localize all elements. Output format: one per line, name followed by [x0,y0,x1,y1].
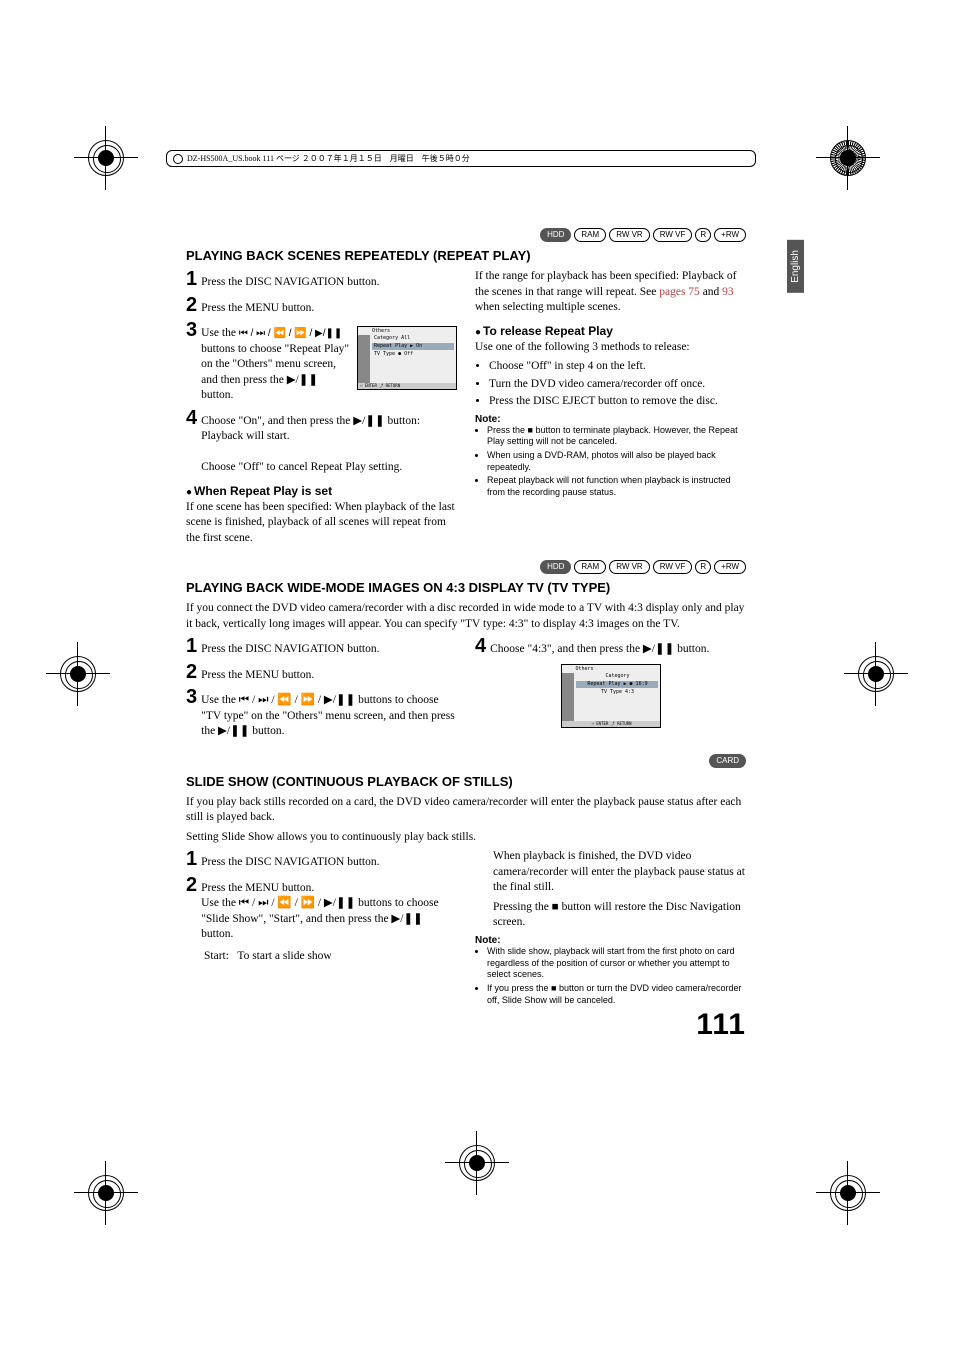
s2-step1: Press the DISC NAVIGATION button. [201,636,457,658]
s3-step2b: Use the ⏮ / ⏭ / ⏪ / ⏩ / ▶/❚❚ buttons to … [201,897,438,940]
reg-mark-tr [830,140,866,176]
badge-card: CARD [709,754,746,768]
s1-step1: Press the DISC NAVIGATION button. [201,269,457,291]
section1-heading: PLAYING BACK SCENES REPEATEDLY (REPEAT P… [186,248,746,263]
nav-icons: ⏮ / ⏭ / ⏪ / ⏩ / ▶/❚❚ [239,328,342,339]
menu-screenshot-1: Others Category All Repeat Play ▶ On TV … [357,326,457,390]
s3-notes: With slide show, playback will start fro… [475,946,746,1006]
s2-step2: Press the MENU button. [201,662,457,684]
s2-step3: Use the ⏮ / ⏭ / ⏪ / ⏩ / ▶/❚❚ buttons to … [201,687,457,740]
s3-step2a: Press the MENU button. [201,882,314,894]
s2-step4: Choose "4:3", and then press the ▶/❚❚ bu… [490,636,746,658]
badge-row-2: HDD RAM RW VR RW VF R +RW [186,560,746,574]
section2-heading: PLAYING BACK WIDE-MODE IMAGES ON 4:3 DIS… [186,580,746,595]
badge-rwvr: RW VR [609,228,650,242]
link-p93[interactable]: 93 [722,286,734,298]
badge-r: R [695,228,711,242]
s1-step4-off: Choose "Off" to cancel Repeat Play setti… [201,461,402,473]
s3-intro2: Setting Slide Show allows you to continu… [186,830,746,846]
s1-step3a: Use the [201,327,239,339]
page-number: 111 [186,1008,746,1042]
s3-right1: When playback is finished, the DVD video… [493,849,746,896]
s3-start: Start: To start a slide show [204,949,457,965]
s1-notes: Press the ■ button to terminate playback… [475,425,746,499]
s1-sub1-body: If one scene has been specified: When pl… [186,500,457,547]
badge-ram: RAM [574,228,606,242]
menu-screenshot-2: Others Category Repeat Play ▶ ● 16:9 TV … [561,664,661,728]
badge-rwvf: RW VF [653,228,693,242]
badge-hdd: HDD [540,228,571,242]
reg-mark-bl [88,1175,124,1211]
lang-tab: English [787,240,804,293]
reg-mark-br [830,1175,866,1211]
reg-mark-bc [459,1145,495,1181]
s1-step3b: buttons to choose "Repeat Play" on the "… [201,343,349,402]
s1-note-label: Note: [475,414,746,425]
reg-mark-tl [88,140,124,176]
s1-release-bullets: Choose "Off" in step 4 on the left. Turn… [475,359,746,410]
s3-intro1: If you play back stills recorded on a ca… [186,795,746,826]
s1-sub2-intro: Use one of the following 3 methods to re… [475,340,746,356]
s3-step1: Press the DISC NAVIGATION button. [201,849,457,871]
reg-mark-ml [60,656,96,692]
section3-heading: SLIDE SHOW (CONTINUOUS PLAYBACK OF STILL… [186,774,746,789]
badge-row-card: CARD [186,754,746,768]
step-num-1: 1 [186,269,197,289]
reg-mark-mr [858,656,894,692]
s1-step2: Press the MENU button. [201,295,457,317]
s1-step4: Choose "On", and then press the ▶/❚❚ but… [201,415,420,443]
s2-intro: If you connect the DVD video camera/reco… [186,601,746,632]
s3-note-label: Note: [475,935,746,946]
file-info-text: DZ-HS500A_US.book 111 ページ ２００７年１月１５日 月曜日… [187,153,470,164]
s1-subhead1: When Repeat Play is set [186,484,457,498]
badge-plusrw: +RW [714,228,746,242]
s1-right-p1: If the range for playback has been speci… [475,269,746,316]
link-p75[interactable]: pages 75 [659,286,700,298]
s3-right2: Pressing the ■ button will restore the D… [493,900,746,931]
header-file-info: DZ-HS500A_US.book 111 ページ ２００７年１月１５日 月曜日… [166,150,756,167]
step-num-2: 2 [186,295,197,315]
step-num-3: 3 [186,320,197,340]
step-num-4: 4 [186,408,197,428]
badge-row-1: HDD RAM RW VR RW VF R +RW [186,228,746,242]
s1-subhead2: To release Repeat Play [475,324,746,338]
